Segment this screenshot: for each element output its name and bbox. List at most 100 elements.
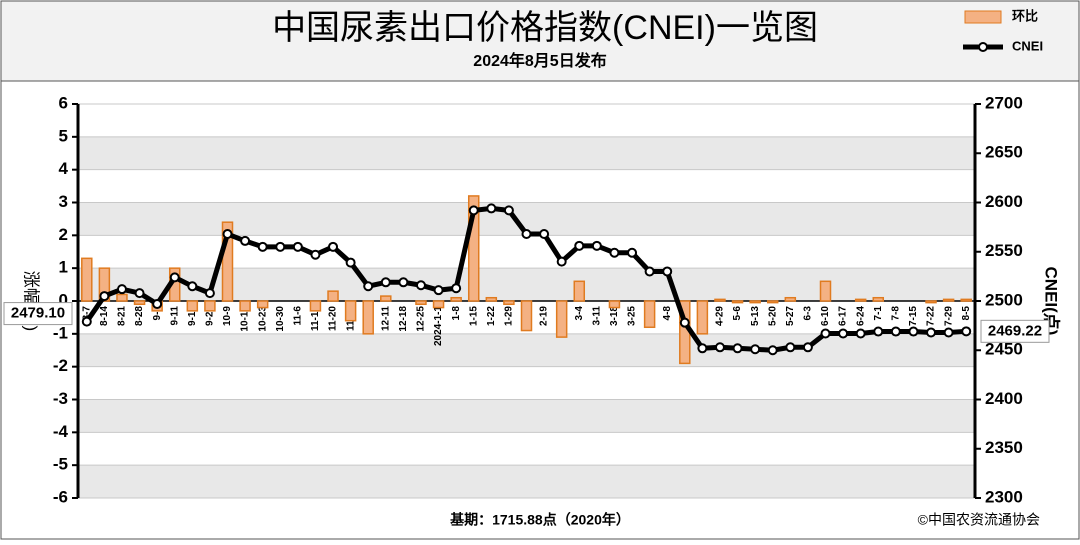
- y2-label: CNEI(点): [1042, 267, 1062, 336]
- x-tick-label: 10-23: [257, 306, 268, 332]
- line-point: [679, 317, 690, 328]
- line-point: [926, 327, 937, 338]
- line-point: [574, 240, 585, 251]
- subtitle: 2024年8月5日发布: [473, 51, 606, 70]
- x-tick-label: 8-14: [99, 306, 110, 326]
- line-point: [802, 342, 813, 353]
- bar: [81, 257, 93, 302]
- line-point: [328, 241, 339, 252]
- line-point: [503, 205, 514, 216]
- x-tick-label: 12-18: [398, 306, 409, 332]
- x-tick-label: 1-22: [486, 306, 497, 326]
- legend-label: CNEI: [1012, 38, 1043, 53]
- bar: [608, 300, 621, 309]
- bar: [239, 300, 251, 312]
- bar: [432, 300, 445, 309]
- legend-swatch: [964, 10, 1002, 24]
- value-label: 2479.10: [11, 305, 65, 322]
- x-tick-label: 10-9: [222, 306, 233, 326]
- x-tick-label: 9-11: [169, 306, 180, 326]
- y-tick-label: 2: [59, 225, 68, 244]
- line-point: [750, 344, 761, 355]
- bar: [380, 295, 392, 302]
- x-tick-label: 7-15: [908, 306, 919, 326]
- legend-label: 环比: [1012, 8, 1038, 23]
- bar: [960, 298, 972, 302]
- x-tick-label: 12-25: [416, 306, 427, 332]
- y-tick-label: 3: [59, 192, 68, 211]
- line-point: [204, 288, 215, 299]
- line-point: [785, 342, 796, 353]
- bar: [415, 300, 427, 306]
- y-tick-label: 4: [59, 159, 69, 178]
- line-point: [961, 326, 972, 337]
- line-point: [345, 257, 356, 268]
- line-point: [486, 203, 497, 214]
- line-point: [310, 249, 321, 260]
- x-tick-label: 6-24: [855, 306, 866, 326]
- x-tick-label: 11-20: [328, 306, 339, 331]
- y2-tick-label: 2550: [985, 241, 1023, 260]
- y2-tick-label: 2600: [985, 192, 1023, 211]
- line-point: [187, 281, 198, 292]
- bar: [309, 300, 322, 312]
- legend-swatch: [978, 42, 988, 52]
- bar: [925, 300, 937, 304]
- line-point: [116, 284, 127, 295]
- x-tick-label: 5-6: [732, 306, 743, 321]
- y-tick-label: 0: [59, 290, 68, 309]
- line-point: [363, 281, 374, 292]
- line-point: [890, 326, 901, 337]
- x-tick-label: 3-25: [627, 306, 638, 326]
- x-tick-label: 6-10: [820, 306, 831, 326]
- bar: [485, 296, 498, 302]
- bar: [116, 293, 128, 302]
- line-point: [380, 277, 391, 288]
- line-point: [855, 328, 866, 339]
- line-point: [257, 241, 268, 252]
- y-tick-label: -4: [53, 422, 69, 441]
- line-point: [591, 240, 602, 251]
- y2-tick-label: 2650: [985, 143, 1023, 162]
- bar: [221, 221, 234, 302]
- y-tick-label: -5: [53, 455, 68, 474]
- bar: [942, 298, 955, 302]
- grid-band: [78, 136, 975, 170]
- x-tick-label: 3-4: [574, 306, 585, 321]
- line-point: [662, 266, 673, 277]
- line-point: [169, 272, 180, 283]
- bar: [133, 300, 146, 306]
- line-point: [134, 288, 145, 299]
- bar: [696, 300, 709, 335]
- y-tick-label: -1: [53, 323, 68, 342]
- x-tick-label: 9-18: [187, 306, 198, 326]
- bar: [186, 300, 199, 312]
- grid-band: [78, 465, 975, 498]
- bar: [749, 300, 761, 304]
- line-point: [222, 229, 233, 240]
- x-tick-label: 5-20: [767, 306, 778, 326]
- bar: [854, 298, 867, 302]
- x-tick-label: 3-18: [609, 306, 620, 326]
- x-tick-label: 5-13: [750, 306, 761, 326]
- line-point: [556, 256, 567, 267]
- x-tick-label: 11-6: [292, 306, 303, 326]
- grid-band: [78, 399, 975, 433]
- y-tick-label: -6: [53, 487, 68, 506]
- bar: [344, 300, 357, 322]
- line-point: [838, 328, 849, 339]
- bar: [555, 300, 568, 338]
- line-point: [398, 277, 409, 288]
- line-point: [943, 327, 954, 338]
- y2-tick-label: 2400: [985, 389, 1023, 408]
- line-point: [873, 326, 884, 337]
- line-point: [275, 241, 286, 252]
- x-tick-label: 6-3: [803, 306, 814, 321]
- y-tick-label: 1: [59, 258, 68, 277]
- x-tick-label: 1-15: [468, 306, 479, 326]
- line-point: [240, 235, 251, 246]
- grid-band: [78, 333, 975, 367]
- y2-tick-label: 2300: [985, 487, 1023, 506]
- y2-tick-label: 2500: [985, 290, 1023, 309]
- x-tick-label: 10-16: [240, 306, 251, 332]
